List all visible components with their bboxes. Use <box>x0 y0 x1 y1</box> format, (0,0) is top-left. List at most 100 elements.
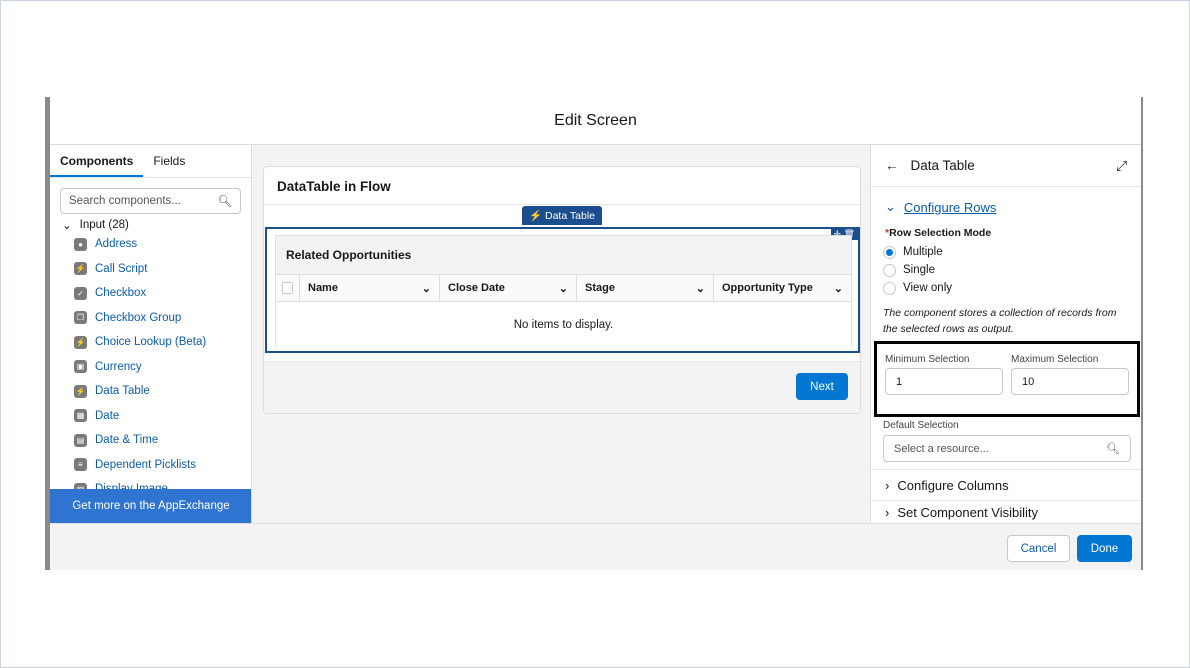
radio-dot <box>883 263 896 277</box>
currency-icon: ▣ <box>74 360 87 374</box>
component-label: Choice Lookup (Beta) <box>95 336 207 349</box>
column-label: Name <box>308 282 338 294</box>
edit-screen-modal: Edit Screen Components Fields Search com… <box>45 97 1143 570</box>
badge-label: Data Table <box>545 210 596 222</box>
chevron-down-icon[interactable]: ⌄ <box>558 282 568 295</box>
component-label: Dependent Picklists <box>95 458 196 471</box>
screen-title: DataTable in Flow <box>264 167 860 205</box>
configure-rows-toggle[interactable]: ⌄ Configure Rows <box>871 187 1141 227</box>
radio-dot <box>883 245 896 259</box>
search-icon: 🔍︎ <box>1106 443 1120 455</box>
default-selection-label: Default Selection <box>883 420 959 431</box>
component-item[interactable]: ▤ Date & Time <box>50 428 251 453</box>
min-selection-label: Minimum Selection <box>885 354 970 365</box>
expand-icon[interactable]: ⤢ <box>1116 157 1127 173</box>
component-item[interactable]: ⚡ Call Script <box>50 257 251 282</box>
search-icon: 🔍︎ <box>217 196 232 208</box>
component-item[interactable]: ▣ Currency <box>50 355 251 380</box>
radio-dot <box>883 281 896 295</box>
checkbox-icon: ✓ <box>74 286 87 300</box>
chevron-down-icon[interactable]: ⌄ <box>833 282 843 295</box>
table-title: Related Opportunities <box>286 248 412 262</box>
panel-title: Data Table <box>910 158 975 173</box>
radio-multiple[interactable]: Multiple <box>871 243 1141 261</box>
tab-fields[interactable]: Fields <box>153 154 186 168</box>
max-selection-input[interactable]: 10 <box>1011 368 1129 395</box>
select-all-checkbox[interactable] <box>282 282 293 294</box>
checkbox-group-icon: ❐ <box>74 311 87 325</box>
column-label: Close Date <box>448 282 505 294</box>
search-components-input[interactable]: Search components... 🔍︎ <box>60 188 241 214</box>
component-label: Checkbox <box>95 287 147 300</box>
screen-card: DataTable in Flow ⚡ Data Table ✛ 🗑︎ Rela… <box>263 166 861 414</box>
radio-label: Single <box>903 264 935 276</box>
screen-canvas: DataTable in Flow ⚡ Data Table ✛ 🗑︎ Rela… <box>252 145 870 523</box>
column-header[interactable]: Stage ⌄ <box>577 275 714 301</box>
column-label: Stage <box>585 282 615 294</box>
component-label: Address <box>95 238 138 251</box>
column-label: Opportunity Type <box>722 282 813 294</box>
group-label: Input (28) <box>79 219 129 231</box>
next-button[interactable]: Next <box>796 373 848 400</box>
tab-components[interactable]: Components <box>50 145 144 177</box>
chevron-right-icon: › <box>885 504 890 520</box>
chevron-down-icon[interactable]: ⌄ <box>421 282 431 295</box>
min-selection-input[interactable]: 1 <box>885 368 1003 395</box>
done-button[interactable]: Done <box>1077 535 1132 562</box>
component-label: Date & Time <box>95 434 159 447</box>
pin-icon: ● <box>74 237 87 251</box>
empty-message: No items to display. <box>276 302 851 347</box>
calendar-clock-icon: ▤ <box>74 433 87 447</box>
radio-view-only[interactable]: View only <box>871 279 1141 297</box>
component-item[interactable]: ⚡ Data Table <box>50 379 251 404</box>
radio-single[interactable]: Single <box>871 261 1141 279</box>
data-table-badge: ⚡ Data Table <box>522 206 603 225</box>
visibility-toggle[interactable]: › Set Component Visibility <box>871 501 1141 523</box>
component-label: Data Table <box>95 385 150 398</box>
radio-label: Multiple <box>903 246 943 258</box>
highlight-box: Minimum Selection 1 Maximum Selection 10 <box>874 341 1140 417</box>
components-panel: Components Fields Search components... 🔍︎… <box>50 145 252 523</box>
required-asterisk: * <box>885 227 890 239</box>
component-item[interactable]: ✓ Checkbox <box>50 281 251 306</box>
list-icon: ≡ <box>74 458 87 472</box>
component-item[interactable]: ▦ Date <box>50 404 251 429</box>
component-label: Date <box>95 409 120 422</box>
delete-icon[interactable]: 🗑︎ <box>843 229 855 239</box>
column-header[interactable]: Opportunity Type ⌄ <box>714 275 851 301</box>
component-label: Call Script <box>95 262 148 275</box>
data-table-component[interactable]: ✛ 🗑︎ Related Opportunities Name ⌄ Close D… <box>265 227 860 353</box>
back-arrow-icon[interactable]: ← <box>885 158 899 173</box>
component-item[interactable]: ⚡ Choice Lookup (Beta) <box>50 330 251 355</box>
search-placeholder: Search components... <box>69 195 181 207</box>
configure-rows-link[interactable]: Configure Rows <box>903 199 997 215</box>
move-icon[interactable]: ✛ <box>833 229 842 239</box>
column-header[interactable]: Name ⌄ <box>300 275 440 301</box>
radio-label: View only <box>903 282 953 294</box>
configure-columns-label: Configure Columns <box>897 477 1009 493</box>
input-group-toggle[interactable]: ⌄ Input (28) <box>62 218 251 232</box>
component-label: Currency <box>95 360 142 373</box>
calendar-icon: ▦ <box>74 409 87 423</box>
chevron-down-icon[interactable]: ⌄ <box>695 282 705 295</box>
modal-title: Edit Screen <box>50 97 1141 145</box>
component-item[interactable]: ● Address <box>50 232 251 257</box>
chevron-down-icon: ⌄ <box>885 199 896 214</box>
appexchange-button[interactable]: Get more on the AppExchange <box>50 489 251 523</box>
max-selection-label: Maximum Selection <box>1011 354 1099 365</box>
component-label: Checkbox Group <box>95 311 182 324</box>
component-item[interactable]: ❐ Checkbox Group <box>50 306 251 331</box>
component-item[interactable]: ≡ Dependent Picklists <box>50 453 251 478</box>
column-header[interactable]: Close Date ⌄ <box>440 275 577 301</box>
default-selection-input[interactable]: Select a resource... 🔍︎ <box>883 435 1131 462</box>
chevron-down-icon: ⌄ <box>62 220 72 232</box>
cancel-button[interactable]: Cancel <box>1007 535 1070 562</box>
visibility-label: Set Component Visibility <box>897 504 1039 520</box>
row-selection-mode-label: Row Selection Mode <box>889 227 992 239</box>
modal-footer: Cancel Done <box>50 523 1141 570</box>
properties-panel: ← Data Table ⤢ ⌄ Configure Rows *Row Select… <box>870 145 1141 523</box>
help-text: The component stores a collection of rec… <box>883 307 1117 335</box>
configure-columns-toggle[interactable]: › Configure Columns <box>871 470 1141 500</box>
bolt-icon: ⚡ <box>74 335 87 349</box>
bolt-icon: ⚡ <box>74 384 87 398</box>
